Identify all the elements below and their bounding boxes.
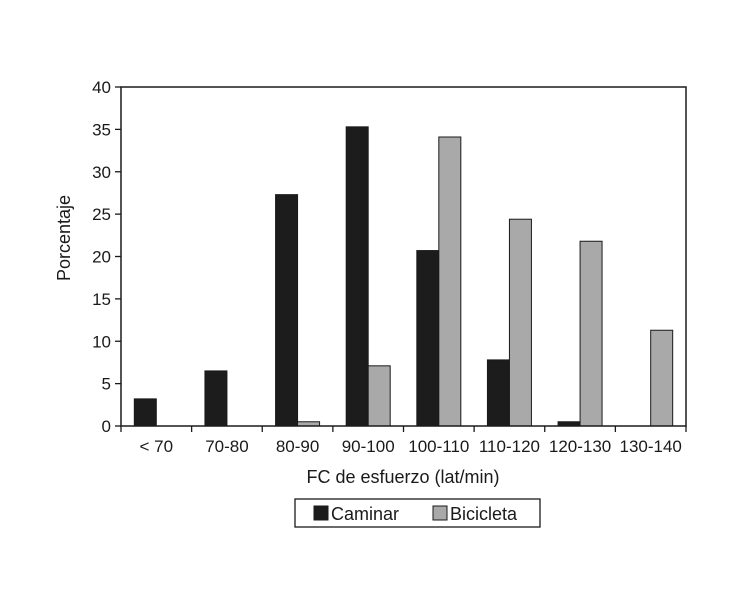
x-axis-ticks: < 70 70-80 80-90 90-100 100-110 110-120 120-13…	[120, 426, 687, 456]
y-tick-label: 15	[92, 290, 111, 309]
bar-bicicleta	[650, 329, 674, 427]
plot-frame	[120, 86, 687, 427]
bar-bicicleta	[579, 240, 603, 427]
bars	[133, 126, 674, 427]
bar-caminar	[416, 250, 440, 427]
bar-caminar	[133, 398, 157, 427]
legend-label-caminar: Caminar	[331, 504, 399, 524]
legend-label-bicicleta: Bicicleta	[450, 504, 518, 524]
bar-caminar	[204, 370, 228, 427]
x-tick-label: 100-110	[408, 437, 469, 456]
bar-caminar	[275, 194, 299, 427]
y-tick-label: 40	[92, 78, 111, 97]
y-tick-label: 20	[92, 248, 111, 267]
y-tick-label: 30	[92, 163, 111, 182]
y-tick-label: 35	[92, 120, 111, 139]
x-axis-title: FC de esfuerzo (lat/min)	[306, 467, 499, 487]
bar-bicicleta	[508, 218, 532, 427]
y-axis-ticks: 0 5 10 15 20 25 30 35 40	[92, 78, 121, 436]
legend-swatch-bicicleta	[432, 505, 448, 521]
x-tick-label: 130-140	[619, 437, 681, 456]
bar-caminar	[486, 359, 510, 427]
bar-bicicleta	[367, 365, 391, 427]
y-tick-label: 25	[92, 205, 111, 224]
y-tick-label: 5	[102, 375, 111, 394]
x-tick-label: < 70	[140, 437, 174, 456]
legend-swatch-caminar	[313, 505, 329, 521]
y-tick-label: 0	[102, 417, 111, 436]
x-tick-label: 70-80	[205, 437, 248, 456]
bar-caminar	[345, 126, 369, 427]
x-tick-label: 120-130	[549, 437, 611, 456]
bar-bicicleta	[438, 136, 462, 427]
y-axis-title: Porcentaje	[54, 195, 74, 281]
y-tick-label: 10	[92, 332, 111, 351]
legend-frame	[294, 498, 541, 528]
x-tick-label: 90-100	[342, 437, 395, 456]
x-tick-label: 80-90	[276, 437, 319, 456]
x-tick-label: 110-120	[479, 437, 540, 456]
legend: Caminar Bicicleta	[294, 498, 541, 528]
